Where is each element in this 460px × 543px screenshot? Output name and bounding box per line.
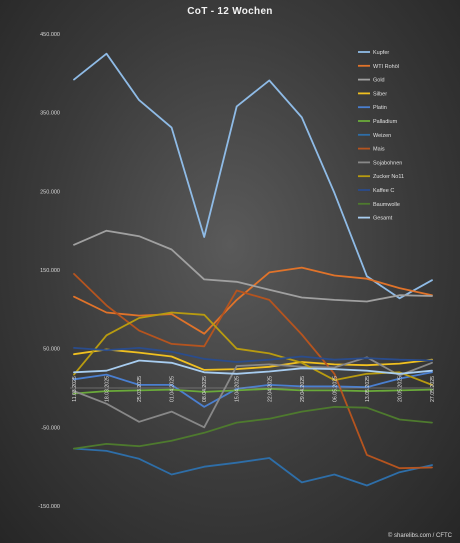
x-tick-label: 18.03.2025 <box>105 376 111 402</box>
legend-label: Palladium <box>373 119 398 125</box>
x-tick-label: 20.05.2025 <box>397 376 403 402</box>
legend: Kupfer WTI Rohöl Gold Silber Platin Palladium… <box>358 50 404 222</box>
x-tick-label: 29.04.2025 <box>300 376 306 402</box>
series-line <box>73 272 433 470</box>
legend-label: Mais <box>373 147 385 153</box>
y-tick-label: 150.000 <box>40 268 60 274</box>
series-line <box>73 356 433 429</box>
legend-label: Baumwolle <box>373 202 400 208</box>
legend-label: Kaffee C <box>373 188 394 194</box>
x-tick-label: 25.03.2025 <box>137 376 143 402</box>
series-line <box>73 371 433 408</box>
series-line <box>73 346 433 363</box>
series-line <box>73 348 433 371</box>
source-credit: © sharelibs.com / CFTC <box>387 533 452 539</box>
x-tick-label: 01.04.2025 <box>170 376 176 402</box>
x-tick-label: 13.05.2025 <box>365 376 371 402</box>
y-axis: 450.000 350.000 250.000 150.000 50.000 -50.00… <box>38 32 60 510</box>
chart-title: CoT - 12 Wochen <box>187 6 273 17</box>
legend-label: Kupfer <box>373 50 389 56</box>
series-line <box>73 311 433 386</box>
y-tick-label: -50.000 <box>41 425 60 431</box>
series-line <box>73 447 433 487</box>
x-axis: 11.03.2025 18.03.2025 25.03.2025 01.04.2025… <box>70 376 436 402</box>
x-tick-label: 15.04.2025 <box>235 376 241 402</box>
series-line <box>73 359 433 375</box>
x-tick-label: 11.03.2025 <box>72 376 78 402</box>
legend-label: Sojabohnen <box>373 160 402 166</box>
legend-label: Zucker No11 <box>373 174 404 180</box>
legend-label: Gesamt <box>373 216 393 222</box>
y-tick-label: 450.000 <box>40 32 60 38</box>
x-tick-label: 22.04.2025 <box>267 376 273 402</box>
legend-label: Weizen <box>373 133 391 139</box>
y-tick-label: 250.000 <box>40 189 60 195</box>
plot-lines <box>73 52 433 487</box>
series-line <box>73 405 433 450</box>
series-line <box>73 229 433 303</box>
legend-label: Gold <box>373 78 385 84</box>
series-line <box>73 387 433 395</box>
y-tick-label: -150.000 <box>38 504 60 510</box>
x-tick-label: 06.05.2025 <box>332 376 338 402</box>
x-tick-label: 08.04.2025 <box>202 376 208 402</box>
legend-label: Silber <box>373 91 387 97</box>
x-tick-label: 27.05.2025 <box>430 376 436 402</box>
y-tick-label: 350.000 <box>40 111 60 117</box>
legend-label: Platin <box>373 105 387 111</box>
legend-label: WTI Rohöl <box>373 64 399 70</box>
y-tick-label: 50.000 <box>43 347 60 353</box>
